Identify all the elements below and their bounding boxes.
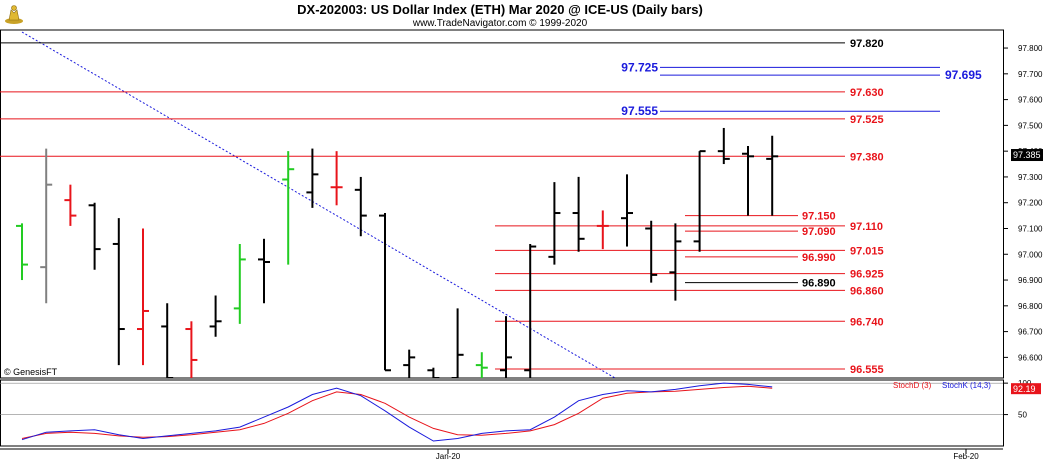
level-label: 96.890 bbox=[802, 278, 836, 290]
level-label: 97.820 bbox=[850, 38, 884, 50]
y-tick-label: 97.600 bbox=[1018, 96, 1043, 105]
ohlc-bar bbox=[717, 127, 730, 165]
price-panel-frame bbox=[0, 29, 1004, 379]
stoch-k-line bbox=[21, 382, 773, 442]
ohlc-bar bbox=[427, 367, 440, 378]
level-label: 97.695 bbox=[945, 68, 982, 82]
level-label: 97.725 bbox=[621, 60, 658, 74]
ohlc-bar bbox=[475, 352, 488, 378]
y-tick-label: 97.500 bbox=[1018, 121, 1043, 130]
level-label: 97.630 bbox=[850, 87, 884, 99]
level-label: 96.990 bbox=[802, 252, 836, 264]
legend-stoch-d: StochD (3) bbox=[893, 381, 932, 390]
ohlc-bar bbox=[354, 176, 367, 237]
y-tick-label: 97.200 bbox=[1018, 199, 1043, 208]
level-label: 97.555 bbox=[621, 104, 658, 118]
ohlc-bar bbox=[548, 182, 561, 265]
ohlc-bar bbox=[451, 308, 464, 378]
osc-value-tag bbox=[1011, 383, 1041, 395]
level-label: 97.110 bbox=[850, 221, 883, 233]
y-tick-label: 97.800 bbox=[1018, 44, 1043, 53]
ohlc-bar bbox=[500, 316, 512, 378]
y-tick-label: 97.000 bbox=[1018, 250, 1043, 259]
genesis-watermark: © GenesisFT bbox=[4, 367, 58, 377]
ohlc-bar bbox=[330, 151, 343, 206]
chart-subtitle: www.TradeNavigator.com © 1999-2020 bbox=[412, 18, 588, 29]
trendline bbox=[21, 31, 616, 378]
ohlc-bar bbox=[379, 213, 391, 372]
level-label: 97.015 bbox=[850, 245, 884, 257]
ohlc-bar bbox=[669, 223, 682, 301]
ohlc-bar bbox=[137, 228, 149, 366]
ohlc-bar bbox=[524, 243, 537, 378]
level-label: 96.925 bbox=[850, 269, 884, 281]
ohlc-bar bbox=[742, 146, 754, 216]
last-price-label: 97.385 bbox=[1013, 150, 1041, 160]
y-tick-label: 97.300 bbox=[1018, 173, 1043, 182]
ohlc-bar bbox=[40, 148, 53, 304]
ohlc-bar bbox=[88, 202, 101, 270]
ohlc-bar bbox=[209, 295, 222, 337]
y-tick-label: 96.700 bbox=[1018, 328, 1043, 337]
ohlc-bar bbox=[306, 148, 319, 208]
ohlc-bar bbox=[693, 150, 706, 252]
ohlc-bar bbox=[64, 184, 77, 226]
y-tick-label: 97.100 bbox=[1018, 224, 1043, 233]
ohlc-bar bbox=[572, 176, 585, 252]
x-tick-label: Jan-20 bbox=[436, 452, 461, 461]
y-tick-label: 96.900 bbox=[1018, 276, 1043, 285]
legend-stoch-k: StochK (14,3) bbox=[942, 381, 991, 390]
chart-title: DX-202003: US Dollar Index (ETH) Mar 202… bbox=[297, 2, 703, 17]
ohlc-bar bbox=[233, 243, 246, 324]
osc-value-label: 92.19 bbox=[1013, 384, 1036, 394]
y-tick-label: 96.600 bbox=[1018, 353, 1043, 362]
ohlc-bar bbox=[403, 349, 416, 378]
ohlc-bar bbox=[596, 210, 609, 250]
trade-navigator-logo bbox=[3, 3, 25, 25]
stoch-d-line bbox=[21, 385, 773, 439]
osc-y-tick-label: 50 bbox=[1018, 411, 1027, 420]
oscillator-panel-frame bbox=[0, 379, 1004, 447]
ohlc-bar bbox=[16, 223, 28, 281]
ohlc-bar bbox=[161, 303, 174, 378]
ohlc-bar bbox=[112, 218, 125, 366]
level-label: 97.380 bbox=[850, 151, 884, 163]
x-tick-label: Feb-20 bbox=[953, 452, 979, 461]
y-tick-label: 97.700 bbox=[1018, 70, 1043, 79]
last-price-tag bbox=[1011, 149, 1043, 162]
level-label: 96.860 bbox=[850, 285, 884, 297]
ohlc-bar bbox=[282, 151, 295, 265]
ohlc-bar bbox=[185, 321, 198, 378]
level-label: 97.150 bbox=[802, 211, 836, 223]
level-label: 97.090 bbox=[802, 226, 836, 238]
ohlc-bar bbox=[766, 135, 779, 216]
ohlc-bar bbox=[645, 220, 658, 283]
level-label: 96.555 bbox=[850, 364, 884, 376]
ohlc-bar bbox=[621, 174, 633, 247]
level-label: 97.525 bbox=[850, 114, 884, 126]
ohlc-bar bbox=[258, 238, 270, 304]
y-tick-label: 96.800 bbox=[1018, 302, 1043, 311]
level-label: 96.740 bbox=[850, 316, 884, 328]
